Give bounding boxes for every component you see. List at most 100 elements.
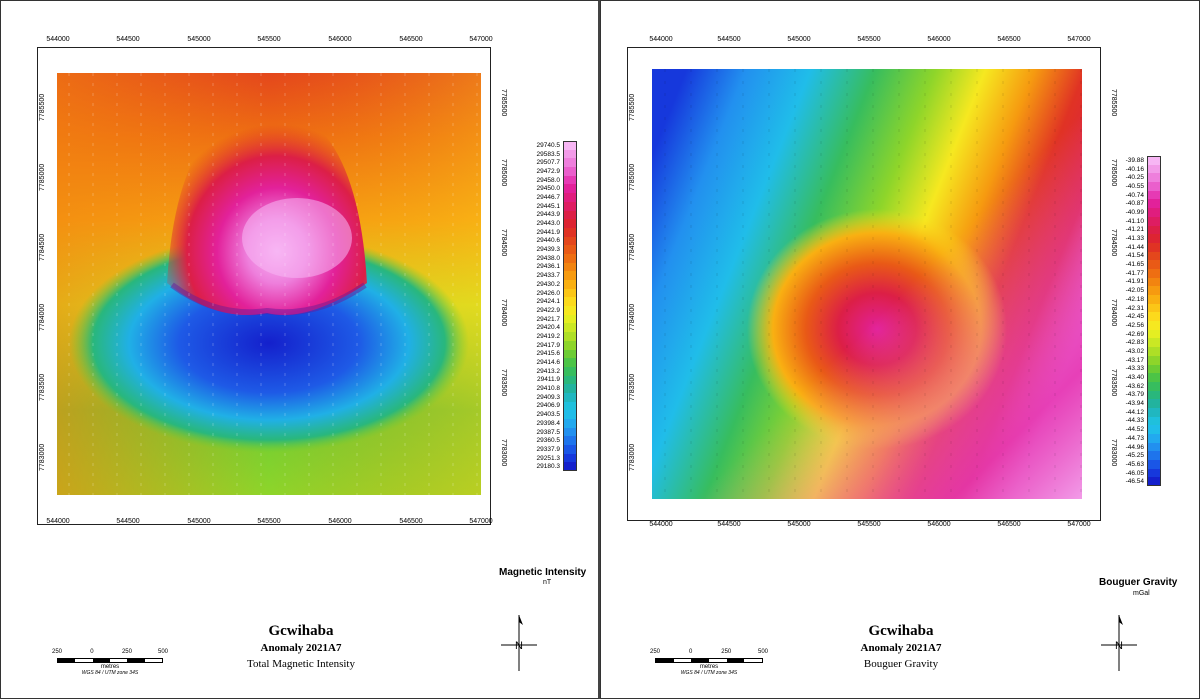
- projection-label: WGS 84 / UTM zone 34S: [680, 670, 738, 676]
- legend-swatch: [563, 436, 577, 446]
- legend-entry: -44.12: [1103, 407, 1161, 417]
- scale-label: 250: [51, 649, 63, 655]
- legend-entry: 29439.3: [519, 245, 577, 254]
- y-tick: 7785500: [629, 93, 636, 121]
- legend-entry: 29446.7: [519, 193, 577, 202]
- legend-value: -40.25: [1125, 174, 1144, 182]
- legend-value: -44.96: [1125, 443, 1144, 451]
- x-tick: 545000: [187, 36, 211, 43]
- legend-swatch: [1147, 225, 1161, 235]
- legend-entry: -40.25: [1103, 173, 1161, 183]
- legend-value: 29419.2: [536, 332, 561, 340]
- legend-value: 29450.0: [536, 185, 561, 193]
- legend-swatch: [1147, 399, 1161, 408]
- legend-entry: 29406.9: [519, 401, 577, 411]
- legend-swatch: [1147, 416, 1161, 426]
- x-tick: 544500: [116, 518, 140, 525]
- legend-entry: -40.55: [1103, 182, 1161, 191]
- legend-value: -43.33: [1125, 365, 1144, 373]
- legend-swatch: [563, 262, 577, 272]
- legend-value: 29360.5: [536, 437, 561, 445]
- legend-swatch: [1147, 295, 1161, 304]
- legend-swatch: [1147, 355, 1161, 365]
- legend-swatch: [563, 184, 577, 194]
- x-tick: 547000: [1067, 36, 1091, 43]
- x-tick: 544000: [649, 521, 673, 528]
- x-tick: 546500: [997, 521, 1021, 528]
- legend-entry: -41.33: [1103, 234, 1161, 243]
- legend-entry: 29180.3: [519, 462, 577, 472]
- legend-swatch: [563, 323, 577, 333]
- legend-value: -42.69: [1125, 330, 1144, 338]
- legend-swatch: [563, 149, 577, 159]
- legend-value: 29421.7: [536, 315, 561, 323]
- legend-entry: -40.74: [1103, 190, 1161, 200]
- y-tick: 7783000: [629, 443, 636, 471]
- legend-entry: -44.96: [1103, 442, 1161, 452]
- x-tick: 544500: [717, 36, 741, 43]
- legend-swatch: [1147, 234, 1161, 243]
- legend-entry: -42.05: [1103, 286, 1161, 295]
- bouguer-gravity-grid: [652, 69, 1082, 499]
- scale-label: 250: [721, 649, 732, 655]
- legend-value: -43.62: [1125, 382, 1144, 390]
- legend-entry: -43.33: [1103, 364, 1161, 374]
- legend-entry: -41.77: [1103, 268, 1161, 278]
- legend-swatch: [563, 297, 577, 307]
- legend-entry: 29410.8: [519, 384, 577, 393]
- legend-value: 29438.0: [536, 254, 561, 262]
- y-tick: 7785000: [629, 163, 636, 191]
- y-tick: 7784500: [629, 233, 636, 261]
- legend-entry: -41.91: [1103, 277, 1161, 287]
- north-arrow-icon: N: [1099, 613, 1139, 673]
- legend-entry: -46.54: [1103, 477, 1161, 487]
- legend-swatch: [563, 375, 577, 385]
- x-tick: 544000: [46, 518, 70, 525]
- legend-value: 29415.6: [536, 350, 561, 358]
- legend-value: -44.73: [1125, 434, 1144, 442]
- legend-value: 29458.0: [536, 176, 561, 184]
- legend-swatch: [1147, 364, 1161, 374]
- legend-swatch: [1147, 434, 1161, 443]
- legend-entry: 29421.7: [519, 314, 577, 324]
- legend-entry: -40.16: [1103, 164, 1161, 174]
- x-tick: 545500: [257, 36, 281, 43]
- legend-unit: nT: [543, 579, 552, 586]
- gravity-legend: -39.88 -40.16 -40.25 -40.55 -40.74 -40.87 -40.…: [1099, 156, 1177, 597]
- legend-entry: -44.52: [1103, 425, 1161, 434]
- map-subtitle: Anomaly 2021A7: [860, 642, 942, 654]
- legend-value: 29443.9: [536, 211, 561, 219]
- x-tick: 544000: [649, 36, 673, 43]
- legend-swatch: [1147, 373, 1161, 382]
- legend-value: -43.40: [1125, 374, 1144, 382]
- legend-entry: -43.62: [1103, 381, 1161, 391]
- legend-value: 29417.9: [536, 341, 561, 349]
- legend-swatch: [563, 419, 577, 428]
- legend-entry: -43.17: [1103, 355, 1161, 365]
- map-frame: [627, 47, 1101, 521]
- legend-swatch: [1147, 277, 1161, 287]
- y-tick: 7785500: [500, 89, 507, 117]
- legend-value: -40.55: [1125, 182, 1144, 190]
- legend-swatch: [1147, 164, 1161, 174]
- legend-value: 29410.8: [536, 385, 561, 393]
- legend-entry: 29398.4: [519, 419, 577, 428]
- legend-entry: 29360.5: [519, 436, 577, 446]
- legend-entry: -42.18: [1103, 295, 1161, 304]
- legend-swatch: [1147, 338, 1161, 348]
- map-frame: [37, 47, 491, 525]
- legend-entry: 29426.0: [519, 288, 577, 298]
- x-tick: 544000: [46, 36, 70, 43]
- legend-value: 29180.3: [536, 463, 561, 471]
- legend-swatch: [1147, 442, 1161, 452]
- legend-entry: 29251.3: [519, 453, 577, 463]
- legend-swatch: [563, 366, 577, 376]
- legend-entry: 29450.0: [519, 184, 577, 194]
- legend-title: Bouguer Gravity: [1099, 577, 1178, 588]
- legend-entry: 29433.7: [519, 271, 577, 280]
- legend-entry: -41.44: [1103, 242, 1161, 252]
- legend-entry: 29419.2: [519, 332, 577, 341]
- legend-value: -42.83: [1125, 339, 1144, 347]
- legend-entry: 29387.5: [519, 427, 577, 437]
- legend-swatch: [563, 201, 577, 211]
